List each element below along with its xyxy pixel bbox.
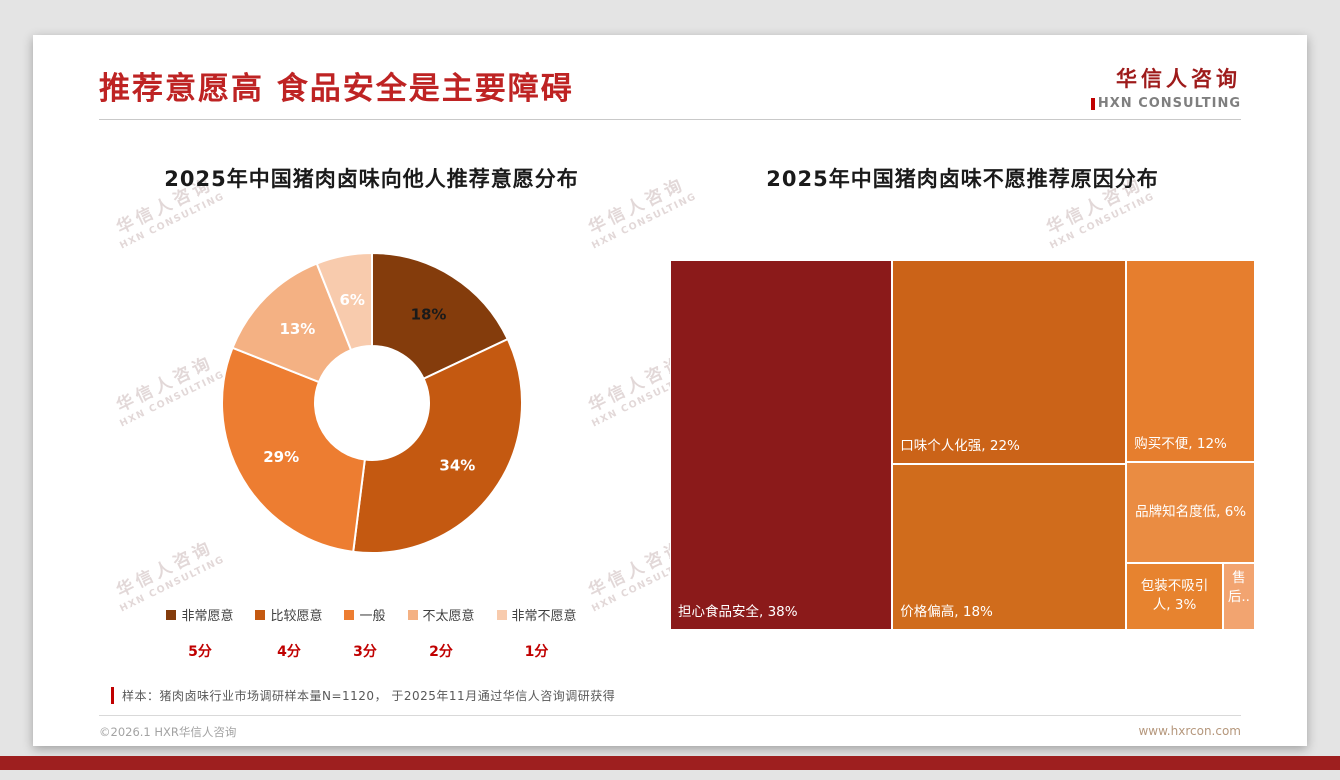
slide-footer: ©2026.1 HXR华信人咨询 www.hxrcon.com [99,715,1241,740]
legend-swatch-icon [255,609,266,620]
treemap-block-price-high: 价格偏高, 18% [892,463,1127,630]
legend-item: 非常愿意 5分 [166,605,233,661]
donut-value-label-less-willing: 13% [279,320,315,338]
score-label: 3分 [353,644,377,660]
treemap-block-purchase-inconvenient: 购买不便, 12% [1126,260,1255,462]
logo-subtitle: HXN CONSULTING [1097,96,1241,111]
donut-slice-unwilling [314,251,373,352]
legend-swatch-icon [166,609,177,620]
slide: 华信人咨询 HXN CONSULTING 华信人咨询 HXN CONSULTING 华信… [33,35,1307,746]
legend-label: 比较愿意 [270,609,323,624]
treemap-label: 口味个人化强, 22% [900,437,1020,454]
donut-chart-section: 2025年中国猪肉卤味向他人推荐意愿分布 18% 34% 29% 13% 6% 非常愿意… [99,165,644,661]
donut-value-label-fairly-willing: 34% [439,457,475,475]
donut-slice-very-willing [370,251,509,381]
score-label: 5分 [188,644,212,660]
donut-slice-less-willing [230,262,352,384]
treemap-label: 包装不吸引人, 3% [1140,578,1209,614]
treemap-label: 品牌知名度低, 6% [1135,503,1247,520]
donut-legend: 非常愿意 5分 比较愿意 4分 一般 3分 不太愿意 2分 非常不愿意 1分 [99,605,644,661]
legend-row: 非常不愿意 [496,605,577,624]
treemap-chart-section: 2025年中国猪肉卤味不愿推荐原因分布 担心食品安全, 38% 口味个人化强, 2… [670,165,1255,630]
treemap-block-food-safety: 担心食品安全, 38% [670,260,893,630]
treemap-chart-title: 2025年中国猪肉卤味不愿推荐原因分布 [766,167,1159,191]
score-label: 1分 [524,644,549,660]
treemap-block-brand-awareness-low: 品牌知名度低, 6% [1126,461,1255,563]
donut-value-label-neutral: 29% [263,448,299,466]
legend-row: 非常愿意 [166,605,233,624]
logo-red-bar-icon [1090,97,1095,110]
treemap-chart: 担心食品安全, 38% 口味个人化强, 22% 价格偏高, 18% 购买不便, 12%… [670,260,1255,630]
legend-row: 一般 [344,605,386,624]
treemap-block-taste-personalization: 口味个人化强, 22% [892,260,1127,464]
logo-subtitle-row: HXN CONSULTING [1090,96,1241,111]
treemap-label: 购买不便, 12% [1134,435,1227,452]
treemap-block-packaging-unattractive: 包装不吸引人, 3% [1126,562,1223,630]
treemap-label: 担心食品安全, 38% [678,604,798,621]
donut-value-label-very-willing: 18% [410,305,446,323]
treemap-label: 售后.. [1227,569,1250,605]
legend-swatch-icon [344,609,355,620]
page-title: 推荐意愿高 食品安全是主要障碍 [99,71,574,107]
website-text: www.hxrcon.com [1138,724,1241,738]
legend-label: 不太愿意 [422,609,475,624]
header-divider [99,119,1241,120]
copyright-text: ©2026.1 HXR华信人咨询 [99,725,237,739]
legend-label: 一般 [359,609,386,624]
legend-item: 比较愿意 4分 [255,605,322,661]
company-logo: 华信人咨询 HXN CONSULTING [1090,63,1241,111]
score-label: 4分 [277,644,301,660]
donut-value-label-unwilling: 6% [339,291,364,309]
sample-note: 样本：猪肉卤味行业市场调研样本量N=1120， 于2025年11月通过华信人咨询… [111,687,615,704]
legend-swatch-icon [407,609,418,620]
bottom-accent-bar [0,756,1340,770]
score-label: 2分 [429,644,453,660]
legend-label: 非常愿意 [181,609,234,624]
donut-slice-fairly-willing [351,337,523,554]
treemap-label: 价格偏高, 18% [900,604,993,621]
donut-slice-neutral [220,346,366,553]
donut-chart-title: 2025年中国猪肉卤味向他人推荐意愿分布 [164,167,579,191]
treemap-block-after-sales: 售后.. [1222,562,1255,630]
slide-header: 推荐意愿高 食品安全是主要障碍 华信人咨询 HXN CONSULTING [99,63,1241,111]
legend-item: 一般 3分 [344,605,386,661]
donut-chart: 18% 34% 29% 13% 6% [220,251,523,554]
legend-row: 不太愿意 [407,605,475,624]
legend-label: 非常不愿意 [511,609,577,624]
legend-row: 比较愿意 [255,605,322,624]
legend-swatch-icon [496,609,507,620]
legend-item: 不太愿意 2分 [407,605,475,661]
legend-item: 非常不愿意 1分 [496,605,577,661]
logo-name: 华信人咨询 [1116,67,1241,91]
